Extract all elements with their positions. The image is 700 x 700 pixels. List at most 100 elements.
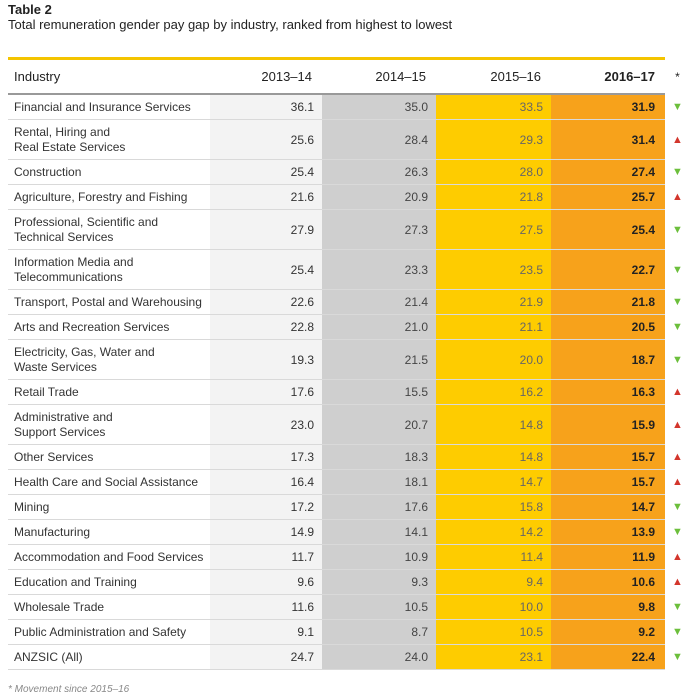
- industry-label: Health Care and Social Assistance: [8, 469, 210, 495]
- industry-label: Other Services: [8, 444, 210, 470]
- value-2016-17: 31.4: [551, 119, 665, 160]
- value-2015-16: 21.1: [436, 314, 551, 340]
- value-2016-17: 15.7: [551, 444, 665, 470]
- value-2016-17: 9.8: [551, 594, 665, 620]
- value-2014-15: 17.6: [322, 494, 436, 520]
- value-2015-16: 29.3: [436, 119, 551, 160]
- value-2014-15: 20.9: [322, 184, 436, 210]
- value-2013-14: 17.3: [210, 444, 322, 470]
- value-2014-15: 20.7: [322, 404, 436, 445]
- industry-label: Electricity, Gas, Water and Waste Service…: [8, 339, 210, 380]
- industry-label: Information Media and Telecommunications: [8, 249, 210, 290]
- value-2013-14: 11.6: [210, 594, 322, 620]
- value-2015-16: 14.8: [436, 404, 551, 445]
- value-2014-15: 27.3: [322, 209, 436, 250]
- pay-gap-table: Industry 2013–14 2014–15 2015–16 2016–17…: [8, 60, 690, 670]
- value-2015-16: 14.2: [436, 519, 551, 545]
- value-2014-15: 10.9: [322, 544, 436, 570]
- value-2013-14: 11.7: [210, 544, 322, 570]
- value-2015-16: 9.4: [436, 569, 551, 595]
- value-2014-15: 21.0: [322, 314, 436, 340]
- triangle-up-icon: ▲: [665, 469, 690, 495]
- table-row: Construction 25.4 26.3 28.0 27.4 ▼: [8, 159, 690, 185]
- table-row: Manufacturing 14.9 14.1 14.2 13.9 ▼: [8, 519, 690, 545]
- value-2014-15: 21.5: [322, 339, 436, 380]
- triangle-down-icon: ▼: [665, 494, 690, 520]
- industry-label: Manufacturing: [8, 519, 210, 545]
- triangle-up-icon: ▲: [665, 119, 690, 160]
- value-2014-15: 21.4: [322, 289, 436, 315]
- value-2016-17: 18.7: [551, 339, 665, 380]
- value-2015-16: 20.0: [436, 339, 551, 380]
- value-2014-15: 8.7: [322, 619, 436, 645]
- header-2013-14: 2013–14: [210, 60, 322, 95]
- industry-label: Retail Trade: [8, 379, 210, 405]
- header-2014-15: 2014–15: [322, 60, 436, 95]
- value-2016-17: 25.7: [551, 184, 665, 210]
- table-row: Administrative and Support Services 23.0 20…: [8, 404, 690, 445]
- value-2013-14: 22.6: [210, 289, 322, 315]
- table-row: Wholesale Trade 11.6 10.5 10.0 9.8 ▼: [8, 594, 690, 620]
- value-2013-14: 25.6: [210, 119, 322, 160]
- table-row: Education and Training 9.6 9.3 9.4 10.6 ▲: [8, 569, 690, 595]
- value-2016-17: 11.9: [551, 544, 665, 570]
- table-subtitle: Total remuneration gender pay gap by ind…: [8, 17, 453, 32]
- header-rule: [8, 57, 665, 60]
- triangle-down-icon: ▼: [665, 594, 690, 620]
- table-row: Financial and Insurance Services 36.1 35.0…: [8, 94, 690, 120]
- value-2014-15: 9.3: [322, 569, 436, 595]
- triangle-down-icon: ▼: [665, 159, 690, 185]
- table-header-row: Industry 2013–14 2014–15 2015–16 2016–17…: [8, 60, 690, 95]
- value-2016-17: 13.9: [551, 519, 665, 545]
- value-2013-14: 17.6: [210, 379, 322, 405]
- triangle-down-icon: ▼: [665, 209, 690, 250]
- value-2013-14: 25.4: [210, 249, 322, 290]
- triangle-down-icon: ▼: [665, 644, 690, 670]
- value-2016-17: 22.7: [551, 249, 665, 290]
- triangle-down-icon: ▼: [665, 289, 690, 315]
- industry-label: Education and Training: [8, 569, 210, 595]
- industry-label: Transport, Postal and Warehousing: [8, 289, 210, 315]
- value-2016-17: 25.4: [551, 209, 665, 250]
- value-2013-14: 36.1: [210, 94, 322, 120]
- value-2013-14: 16.4: [210, 469, 322, 495]
- table-row: Professional, Scientific and Technical Se…: [8, 209, 690, 250]
- value-2016-17: 16.3: [551, 379, 665, 405]
- value-2013-14: 24.7: [210, 644, 322, 670]
- value-2013-14: 23.0: [210, 404, 322, 445]
- industry-label: Accommodation and Food Services: [8, 544, 210, 570]
- table-row: Electricity, Gas, Water and Waste Service…: [8, 339, 690, 380]
- table-row: Accommodation and Food Services 11.7 10.9 1…: [8, 544, 690, 570]
- value-2015-16: 10.5: [436, 619, 551, 645]
- value-2014-15: 24.0: [322, 644, 436, 670]
- value-2014-15: 10.5: [322, 594, 436, 620]
- value-2016-17: 9.2: [551, 619, 665, 645]
- value-2016-17: 31.9: [551, 94, 665, 120]
- value-2015-16: 14.7: [436, 469, 551, 495]
- value-2013-14: 25.4: [210, 159, 322, 185]
- industry-label: Arts and Recreation Services: [8, 314, 210, 340]
- value-2015-16: 21.8: [436, 184, 551, 210]
- value-2016-17: 20.5: [551, 314, 665, 340]
- value-2015-16: 27.5: [436, 209, 551, 250]
- value-2013-14: 22.8: [210, 314, 322, 340]
- value-2013-14: 9.1: [210, 619, 322, 645]
- value-2015-16: 16.2: [436, 379, 551, 405]
- triangle-up-icon: ▲: [665, 379, 690, 405]
- value-2015-16: 23.1: [436, 644, 551, 670]
- value-2013-14: 27.9: [210, 209, 322, 250]
- value-2016-17: 14.7: [551, 494, 665, 520]
- value-2015-16: 28.0: [436, 159, 551, 185]
- value-2014-15: 14.1: [322, 519, 436, 545]
- table-row: Mining 17.2 17.6 15.8 14.7 ▼: [8, 494, 690, 520]
- value-2015-16: 11.4: [436, 544, 551, 570]
- industry-label: ANZSIC (All): [8, 644, 210, 670]
- table-row: Arts and Recreation Services 22.8 21.0 21.1…: [8, 314, 690, 340]
- value-2016-17: 27.4: [551, 159, 665, 185]
- footnote: * Movement since 2015–16: [8, 684, 130, 695]
- value-2014-15: 35.0: [322, 94, 436, 120]
- triangle-down-icon: ▼: [665, 94, 690, 120]
- value-2013-14: 14.9: [210, 519, 322, 545]
- value-2014-15: 26.3: [322, 159, 436, 185]
- header-industry: Industry: [8, 60, 210, 95]
